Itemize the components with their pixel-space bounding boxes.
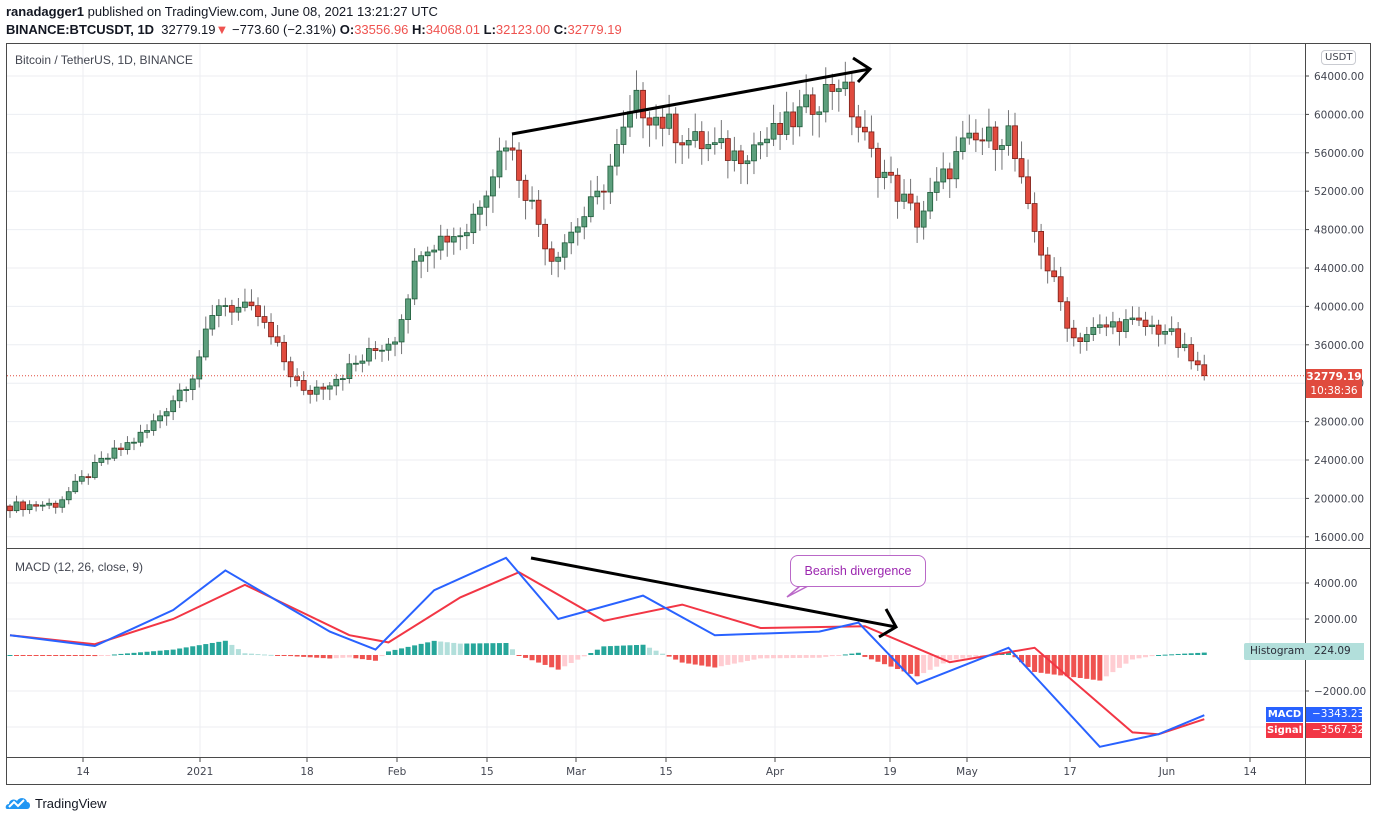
bearish-divergence-callout[interactable]: Bearish divergence bbox=[790, 555, 926, 587]
svg-text:36000.00: 36000.00 bbox=[1314, 340, 1364, 352]
close-label: C: bbox=[553, 22, 568, 37]
svg-text:14: 14 bbox=[76, 766, 90, 778]
svg-text:2000.00: 2000.00 bbox=[1314, 614, 1357, 626]
signal-value: −3567.32 bbox=[1306, 723, 1364, 738]
svg-text:20000.00: 20000.00 bbox=[1314, 493, 1364, 505]
last-price-tag: 32779.19 10:38:36 bbox=[1306, 369, 1362, 398]
svg-text:15: 15 bbox=[659, 766, 672, 778]
high-value: 34068.01 bbox=[425, 22, 480, 37]
svg-text:Jun: Jun bbox=[1158, 766, 1175, 778]
chart-frame bbox=[6, 43, 1371, 785]
svg-text:17: 17 bbox=[1063, 766, 1076, 778]
axes: 16000.0020000.0024000.0028000.0032000.00… bbox=[7, 44, 1370, 785]
svg-text:16000.00: 16000.00 bbox=[1314, 532, 1364, 544]
low-value: 32123.00 bbox=[495, 22, 551, 37]
symbol-info-bar: BINANCE:BTCUSDT, 1D 32779.19▼ −773.60 (−… bbox=[6, 22, 622, 37]
low-label: L: bbox=[483, 22, 496, 37]
svg-text:Mar: Mar bbox=[566, 766, 586, 778]
drawings[interactable] bbox=[511, 56, 899, 639]
macd-value: −3343.23 bbox=[1306, 707, 1364, 722]
svg-text:60000.00: 60000.00 bbox=[1314, 109, 1364, 121]
histogram-label: Histogram bbox=[1244, 643, 1311, 660]
svg-text:48000.00: 48000.00 bbox=[1314, 225, 1364, 237]
symbol-name: BINANCE:BTCUSDT, 1D bbox=[6, 22, 155, 37]
svg-text:14: 14 bbox=[1243, 766, 1257, 778]
svg-text:4000.00: 4000.00 bbox=[1314, 578, 1357, 590]
svg-text:44000.00: 44000.00 bbox=[1314, 263, 1364, 275]
open-value: 33556.96 bbox=[354, 22, 409, 37]
svg-text:2021: 2021 bbox=[187, 766, 214, 778]
svg-text:24000.00: 24000.00 bbox=[1314, 455, 1364, 467]
histogram-value: 224.09 bbox=[1306, 643, 1364, 660]
svg-text:52000.00: 52000.00 bbox=[1314, 186, 1364, 198]
candlestick-series bbox=[7, 61, 1208, 518]
macd-label: MACD bbox=[1266, 707, 1303, 722]
tradingview-brand[interactable]: TradingView bbox=[5, 795, 107, 811]
down-arrow-icon: ▼ bbox=[215, 22, 229, 37]
price-change: −773.60 (−2.31%) bbox=[232, 22, 337, 37]
currency-badge[interactable]: USDT bbox=[1321, 50, 1357, 65]
close-value: 32779.19 bbox=[567, 22, 622, 37]
last-price: 32779.19 bbox=[161, 22, 216, 37]
grid-lines bbox=[7, 44, 1305, 757]
author-name[interactable]: ranadagger1 bbox=[6, 4, 85, 19]
svg-text:19: 19 bbox=[883, 766, 896, 778]
last-price-tag-value: 32779.19 bbox=[1306, 371, 1362, 383]
high-label: H: bbox=[412, 22, 426, 37]
publish-text: published on TradingView.com, June 08, 2… bbox=[84, 4, 438, 19]
open-label: O: bbox=[339, 22, 355, 37]
svg-text:15: 15 bbox=[480, 766, 493, 778]
svg-text:−2000.00: −2000.00 bbox=[1314, 686, 1366, 698]
publish-info: ranadagger1 published on TradingView.com… bbox=[6, 4, 438, 19]
signal-label: Signal bbox=[1266, 723, 1303, 738]
main-pane-title: Bitcoin / TetherUS, 1D, BINANCE bbox=[15, 53, 193, 67]
svg-text:May: May bbox=[956, 766, 978, 778]
svg-text:64000.00: 64000.00 bbox=[1314, 71, 1364, 83]
macd-pane-title: MACD (12, 26, close, 9) bbox=[15, 560, 144, 574]
svg-text:56000.00: 56000.00 bbox=[1314, 148, 1364, 160]
brand-name: TradingView bbox=[35, 795, 107, 811]
svg-text:18: 18 bbox=[300, 766, 313, 778]
svg-text:Feb: Feb bbox=[388, 766, 407, 778]
svg-text:40000.00: 40000.00 bbox=[1314, 301, 1364, 313]
svg-text:28000.00: 28000.00 bbox=[1314, 417, 1364, 429]
svg-text:Apr: Apr bbox=[766, 766, 785, 778]
bar-countdown: 10:38:36 bbox=[1310, 385, 1358, 397]
tradingview-logo-icon bbox=[5, 798, 31, 809]
macd-lines bbox=[9, 556, 1205, 748]
